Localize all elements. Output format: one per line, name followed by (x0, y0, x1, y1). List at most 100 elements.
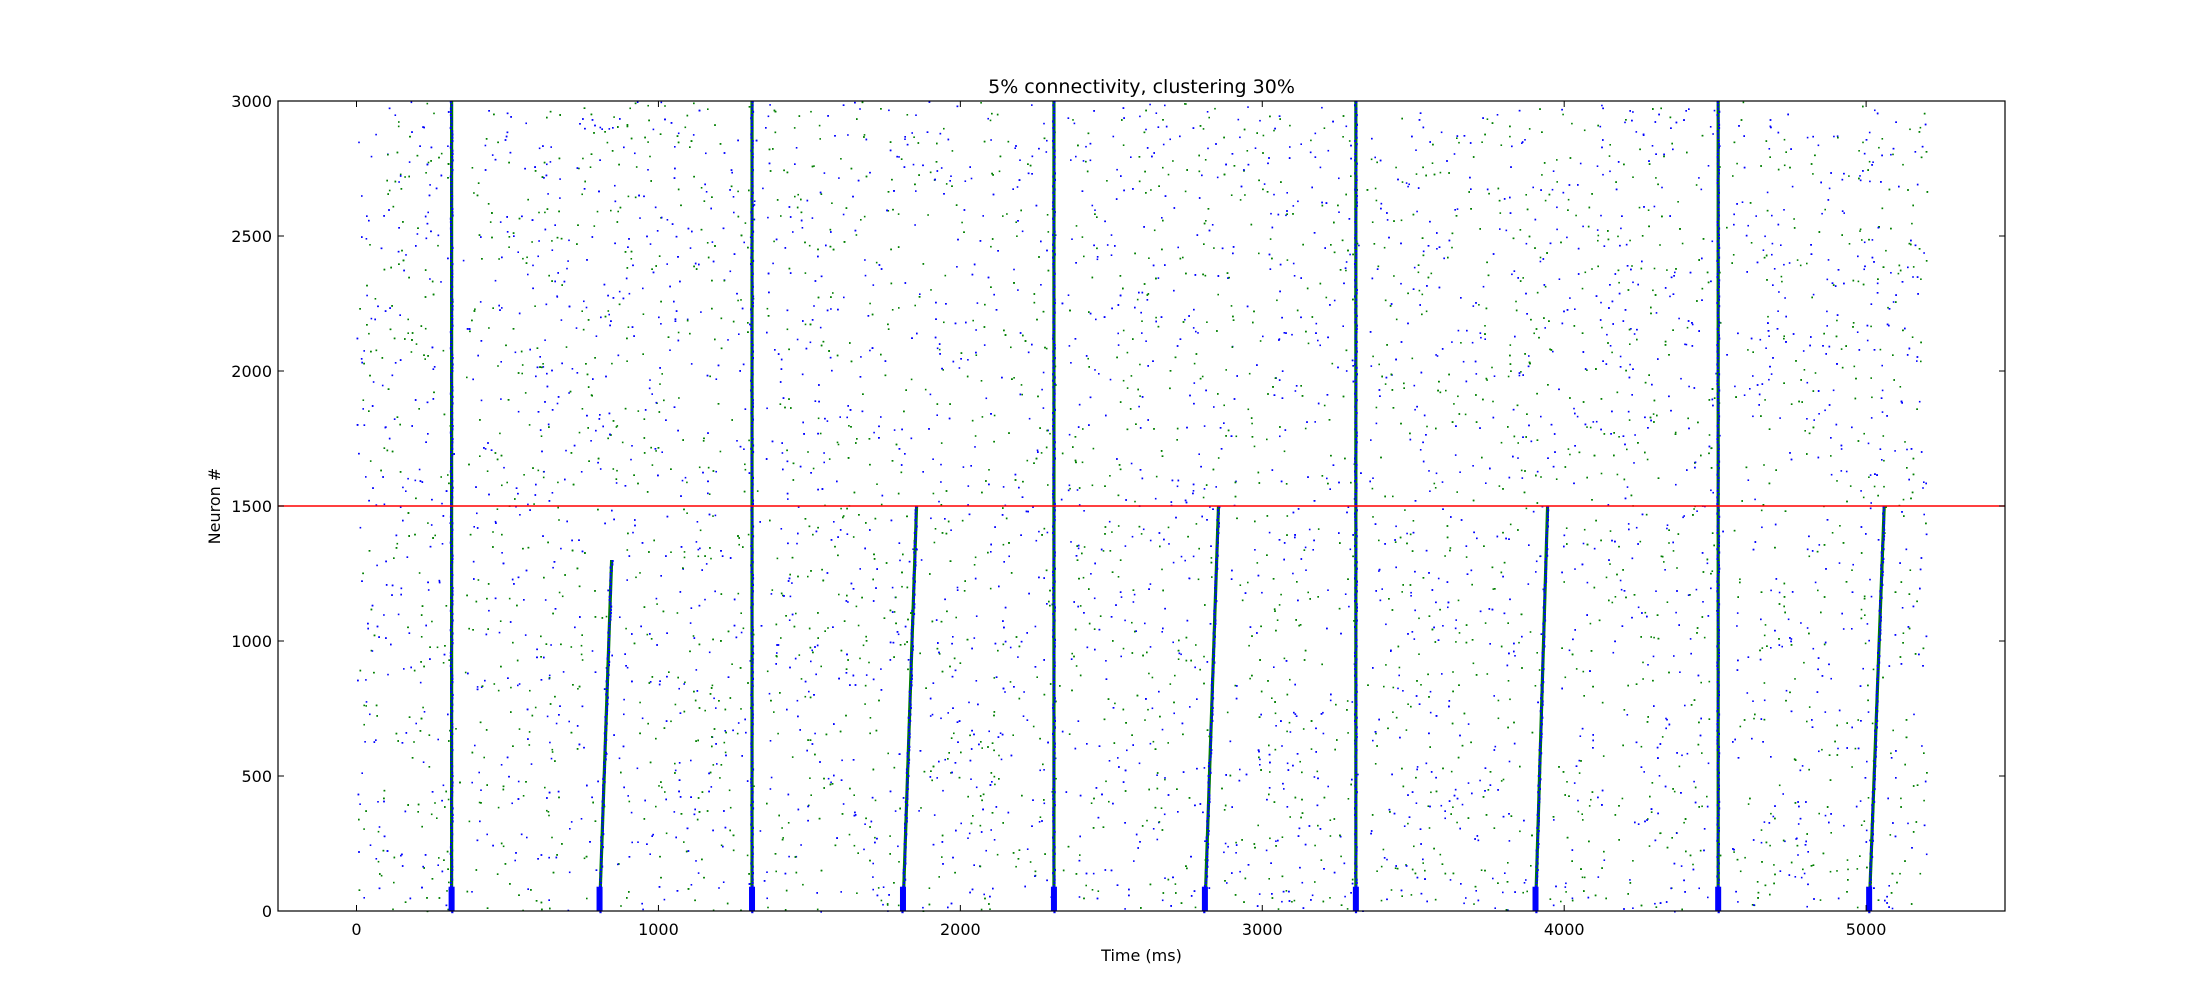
spike-point (1611, 601, 1614, 604)
spike-point (1126, 749, 1128, 752)
spike-point (983, 893, 985, 896)
spike-point (967, 359, 969, 361)
spike-point (708, 493, 711, 495)
spike-point (1866, 760, 1868, 763)
spike-point (874, 799, 877, 802)
spike-point (1768, 378, 1770, 381)
spike-point (1806, 381, 1809, 384)
spike-point (1518, 374, 1521, 377)
spike-point (1308, 528, 1311, 531)
spike-point (1747, 224, 1749, 227)
spike-point (1923, 481, 1925, 483)
spike-point (523, 474, 525, 476)
spike-point (1812, 173, 1814, 175)
spike-point (886, 904, 889, 906)
spike-point (1291, 901, 1293, 903)
spike-point (1794, 678, 1796, 680)
spike-point (1014, 147, 1016, 149)
spike-point (362, 408, 364, 410)
spike-point (1386, 858, 1388, 861)
spike-point (1161, 899, 1164, 902)
spike-point (1770, 647, 1772, 649)
spike-point (1197, 332, 1199, 334)
spike-point (1457, 599, 1460, 602)
spike-point (1204, 159, 1207, 161)
spike-point (840, 507, 842, 510)
spike-point (863, 215, 866, 218)
spike-point (798, 654, 801, 656)
spike-point (1239, 136, 1241, 139)
spike-point (1180, 555, 1183, 558)
spike-point (677, 132, 680, 135)
spike-point (1083, 255, 1085, 258)
spike-point (528, 744, 531, 746)
spike-point (1478, 304, 1480, 306)
spike-point (478, 771, 480, 774)
spike-point (1627, 523, 1630, 525)
spike-point (1164, 777, 1166, 779)
spike-point (1299, 760, 1301, 763)
spike-point (527, 273, 529, 276)
spike-point (1164, 104, 1166, 107)
spike-point (1777, 310, 1779, 312)
spike-point (1043, 122, 1045, 125)
spike-point (1131, 535, 1134, 538)
spike-point (1152, 828, 1155, 830)
spike-point (1139, 395, 1141, 397)
spike-point (619, 616, 621, 618)
spike-point (1544, 327, 1546, 329)
spike-point (1497, 699, 1500, 702)
spike-point (753, 785, 755, 787)
spike-point (1796, 259, 1799, 261)
spike-point (712, 909, 715, 912)
spike-point (1654, 902, 1656, 905)
spike-point (1632, 860, 1634, 862)
spike-point (951, 150, 954, 152)
spike-point (1087, 357, 1089, 360)
spike-point (1770, 812, 1772, 815)
spike-point (1459, 471, 1461, 473)
spike-point (1405, 182, 1408, 184)
spike-point (1106, 244, 1109, 246)
spike-point (1923, 252, 1925, 254)
spike-point (1193, 362, 1196, 365)
spike-point (1117, 525, 1120, 527)
spike-point (441, 502, 443, 505)
spike-point (1747, 349, 1749, 351)
spike-point (828, 458, 831, 460)
spike-point (1016, 186, 1019, 188)
spike-point (1452, 806, 1454, 808)
spike-point (551, 748, 554, 751)
spike-point (1760, 509, 1763, 512)
spike-point (1071, 652, 1073, 655)
spike-point (1653, 205, 1656, 208)
spike-point (967, 485, 970, 487)
spike-point (521, 372, 523, 375)
spike-point (707, 108, 709, 110)
spike-point (1480, 336, 1482, 339)
spike-point (956, 266, 958, 268)
spike-point (759, 830, 762, 832)
spike-point (1314, 132, 1317, 135)
spike-point (1920, 278, 1922, 280)
spike-point (1155, 316, 1157, 319)
spike-point (1829, 870, 1832, 873)
spike-point (1325, 296, 1328, 299)
spike-point (1383, 246, 1386, 249)
spike-point (912, 548, 914, 550)
spike-point (1418, 289, 1421, 292)
spike-point (1083, 546, 1086, 548)
spike-point (1851, 628, 1853, 630)
spike-point (1161, 728, 1164, 731)
spike-point (1859, 800, 1862, 802)
spike-point (1871, 239, 1874, 241)
spike-point (1486, 379, 1488, 381)
spike-point (1764, 399, 1766, 401)
spike-point (1582, 542, 1585, 545)
spike-point (546, 715, 549, 718)
spike-point (990, 245, 992, 248)
spike-point (404, 176, 406, 178)
spike-point (788, 619, 791, 621)
spike-point (1344, 593, 1347, 595)
spike-point (380, 874, 383, 877)
